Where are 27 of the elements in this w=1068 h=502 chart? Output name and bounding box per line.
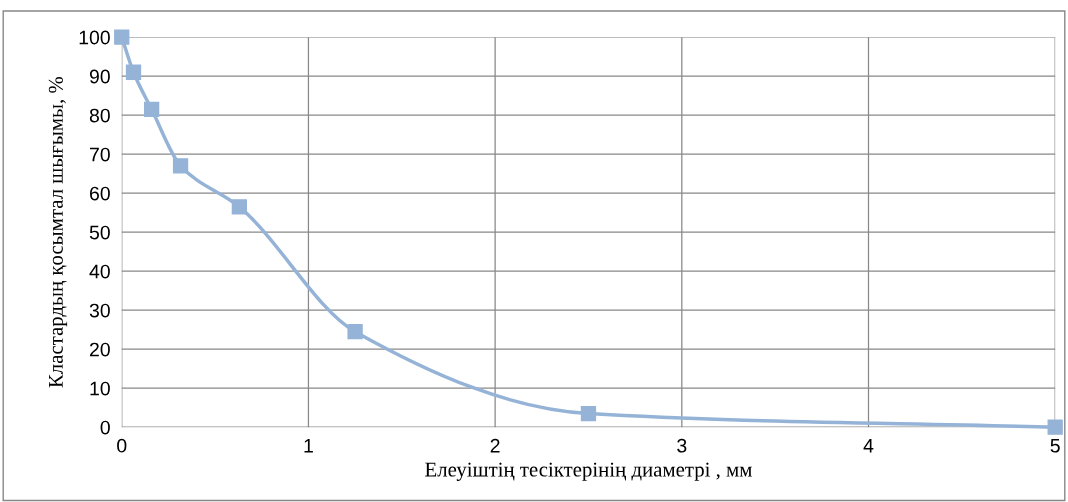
x-tick-label: 3 <box>677 438 687 453</box>
y-tick-label: 10 <box>90 381 110 396</box>
point <box>172 158 189 174</box>
y-tick-label: 80 <box>89 108 110 123</box>
y-tick-label: 60 <box>90 186 110 201</box>
point <box>347 323 363 340</box>
y-tick-label: 40 <box>89 264 110 279</box>
y-tick-label: 90 <box>89 69 110 84</box>
point <box>231 199 248 215</box>
point <box>125 64 142 80</box>
x-tick-label: 2 <box>490 438 500 453</box>
point <box>114 29 130 45</box>
y-tick-label: 100 <box>79 30 110 45</box>
y-tick-label: 70 <box>90 147 110 162</box>
x-tick-label: 5 <box>1050 439 1060 453</box>
y-tick-label: 20 <box>89 342 110 357</box>
y-tick-label: 30 <box>89 303 110 318</box>
point <box>1047 419 1063 435</box>
y-tick-label: 50 <box>89 225 110 240</box>
point <box>143 101 160 117</box>
x-tick-label: 1 <box>304 439 313 453</box>
y-tick-label: 0 <box>100 420 110 435</box>
x-axis-title: Елеуiштің тесiктерiнің диаметрi , мм <box>425 462 752 481</box>
y-axis-title: Кластардың қосымтал шығымы, % <box>48 76 68 388</box>
x-tick-label: 0 <box>117 438 127 453</box>
x-tick-label: 4 <box>863 439 874 453</box>
point <box>580 405 597 422</box>
